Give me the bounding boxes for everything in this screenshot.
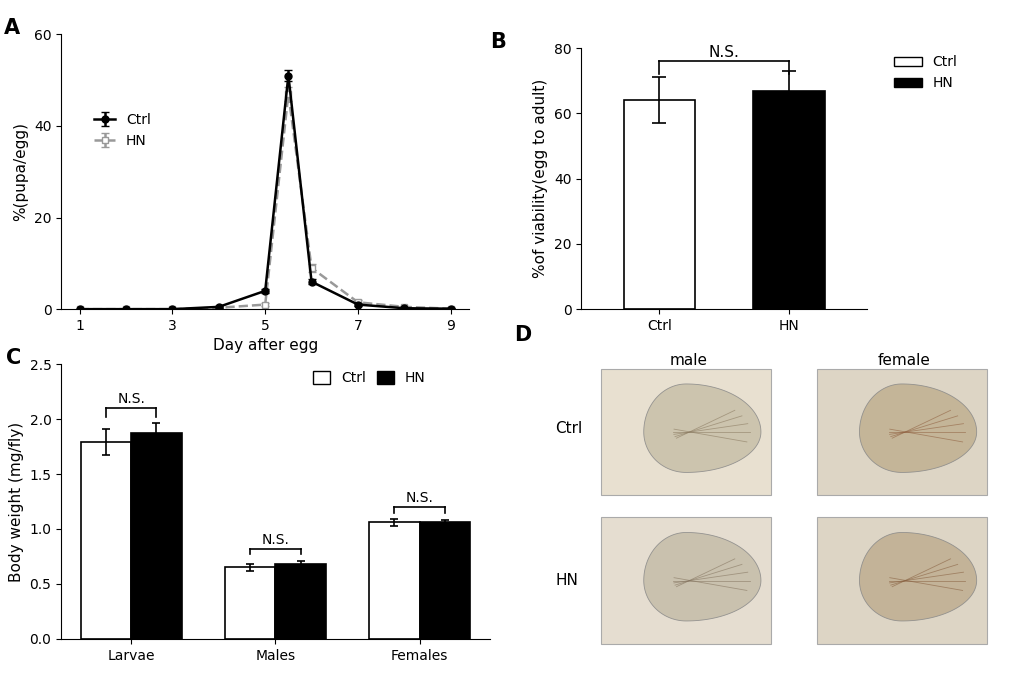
Text: C: C	[5, 348, 20, 368]
Polygon shape	[859, 532, 976, 621]
FancyBboxPatch shape	[816, 517, 986, 644]
Text: female: female	[877, 353, 929, 368]
Text: N.S.: N.S.	[261, 532, 289, 547]
Text: HN: HN	[555, 573, 578, 588]
Text: N.S.: N.S.	[117, 392, 145, 406]
Legend: Ctrl, HN: Ctrl, HN	[308, 365, 431, 391]
Y-axis label: %(pupa/egg): %(pupa/egg)	[13, 122, 29, 221]
X-axis label: Day after egg: Day after egg	[212, 339, 318, 353]
Text: A: A	[4, 18, 20, 38]
Bar	[369, 522, 419, 639]
Y-axis label: Body weight (mg/fly): Body weight (mg/fly)	[9, 421, 23, 582]
Bar	[419, 522, 470, 639]
Bar	[753, 91, 824, 309]
Bar	[81, 442, 131, 639]
Y-axis label: %of viability(egg to adult): %of viability(egg to adult)	[533, 79, 548, 278]
Bar	[131, 433, 181, 639]
Text: male: male	[668, 353, 707, 368]
Bar	[623, 100, 694, 309]
FancyBboxPatch shape	[816, 369, 986, 495]
FancyBboxPatch shape	[601, 517, 770, 644]
Bar	[225, 567, 275, 639]
Bar	[275, 564, 325, 639]
Text: Ctrl: Ctrl	[555, 421, 582, 436]
Text: B: B	[489, 32, 505, 52]
Legend: Ctrl, HN: Ctrl, HN	[888, 50, 962, 96]
Text: D: D	[514, 324, 531, 345]
Text: N.S.: N.S.	[708, 45, 739, 60]
Polygon shape	[643, 384, 760, 473]
Polygon shape	[859, 384, 976, 473]
FancyBboxPatch shape	[601, 369, 770, 495]
Text: N.S.: N.S.	[406, 491, 433, 505]
Legend: Ctrl, HN: Ctrl, HN	[89, 107, 156, 154]
Polygon shape	[643, 532, 760, 621]
